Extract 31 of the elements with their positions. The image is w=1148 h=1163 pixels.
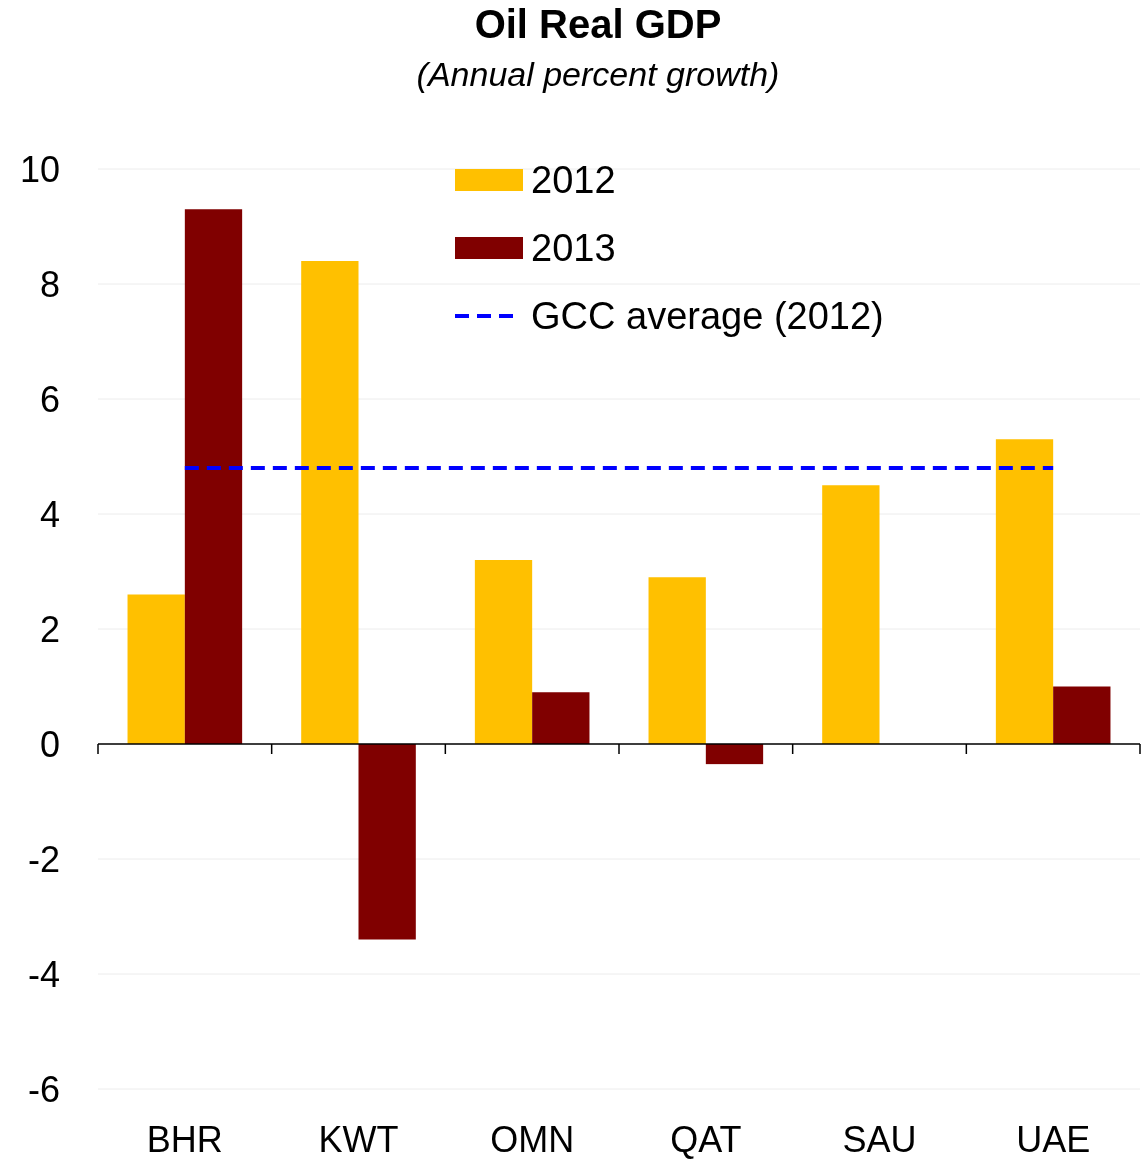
y-tick-label: -4 — [27, 953, 60, 995]
chart-subtitle: (Annual percent growth) — [416, 55, 780, 93]
bar — [705, 744, 764, 765]
y-tick-label: -6 — [27, 1068, 60, 1110]
bar — [995, 439, 1054, 744]
bar — [822, 485, 880, 744]
y-tick-label: 10 — [19, 148, 60, 190]
bar — [184, 209, 243, 744]
y-tick-label: 8 — [39, 263, 60, 305]
legend-label: 2013 — [531, 227, 616, 270]
bar — [127, 594, 185, 744]
bar — [474, 560, 533, 744]
x-tick-label: SAU — [842, 1119, 917, 1160]
bar — [648, 577, 706, 744]
bar — [358, 744, 416, 940]
y-tick-label: 4 — [39, 493, 60, 535]
chart-title: Oil Real GDP — [474, 2, 722, 46]
y-tick-label: 2 — [39, 608, 60, 650]
y-tick-label: 6 — [39, 378, 60, 420]
x-tick-label: QAT — [670, 1119, 742, 1160]
y-tick-label: -2 — [27, 838, 60, 880]
x-tick-label: KWT — [318, 1119, 399, 1160]
x-tick-label: OMN — [490, 1119, 575, 1160]
legend-label: 2012 — [531, 159, 616, 202]
bar — [301, 261, 359, 744]
legend-label: GCC average (2012) — [531, 295, 884, 338]
bar — [1053, 686, 1111, 744]
bar — [532, 692, 590, 744]
x-tick-label: UAE — [1016, 1119, 1091, 1160]
y-tick-label: 0 — [39, 723, 60, 765]
x-tick-label: BHR — [146, 1119, 223, 1160]
